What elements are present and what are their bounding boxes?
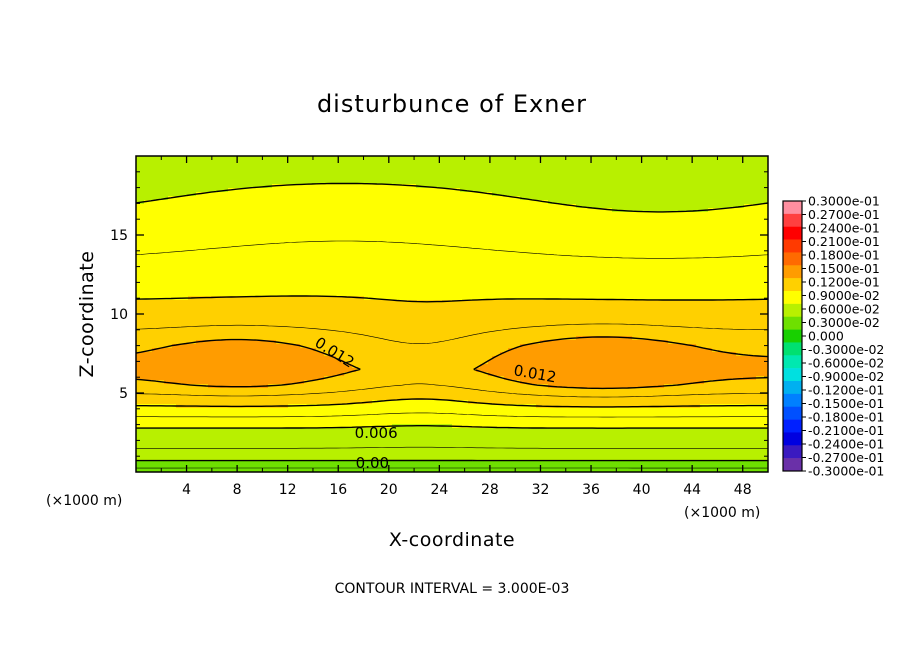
contour-line [136,182,768,429]
colorbar-label: 0.1500e-01 [808,261,880,276]
colorbar-swatch [783,252,802,266]
contour-line [136,323,768,398]
colorbar-label: 0.1800e-01 [808,248,880,263]
colorbar-swatch [783,445,802,459]
colorbar-label: 0.9000e-02 [808,288,880,303]
contour-line [136,295,768,408]
colorbar: 0.3000e-010.2700e-010.2400e-010.2100e-01… [782,194,884,479]
colorbar-swatch [783,368,802,382]
y-axis-title: Z-coordinate [76,251,98,378]
colorbar-swatch [783,342,802,356]
x-tick-label: 44 [683,482,701,498]
x-axis-title: X-coordinate [389,529,515,551]
x-tick-label: 32 [532,482,550,498]
contour-interval-note: CONTOUR INTERVAL = 3.000E-03 [335,581,570,597]
x-tick-label: 8 [233,482,242,498]
x-axis-ticks: 4 8 12 16 20 24 28 32 36 40 44 48 [160,156,752,498]
colorbar-label: 0.6000e-02 [808,302,880,317]
colorbar-swatch [783,419,802,433]
colorbar-label: -0.1500e-01 [808,396,884,411]
colorbar-label: 0.1200e-01 [808,275,880,290]
colorbar-label: -0.6000e-02 [808,356,884,371]
x-tick-label: 28 [481,482,499,498]
x-tick-label: 16 [329,482,347,498]
colorbar-label: -0.2100e-01 [808,423,884,438]
colorbar-swatch [783,265,802,279]
x-tick-label: 12 [279,482,297,498]
colorbar-swatch [783,329,802,343]
colorbar-label: 0.2400e-01 [808,221,880,236]
contour-line [136,336,768,390]
contour-lines [136,182,768,469]
x-tick-label: 48 [734,482,752,498]
colorbar-label: 0.000 [808,329,844,344]
x-tick-label: 24 [430,482,448,498]
colorbar-swatch [783,278,802,292]
colorbar-label: 0.2700e-01 [808,207,880,222]
colorbar-swatch [783,393,802,408]
x-tick-label: 36 [582,482,600,498]
y-tick-label: 15 [110,228,128,244]
x-tick-label: 20 [380,482,398,498]
colorbar-swatch [783,226,802,240]
colorbar-swatch [783,303,802,318]
x-axis-unit: (×1000 m) [684,505,760,521]
colorbar-swatch [783,406,802,420]
colorbar-swatch [783,381,802,395]
y-tick-label: 10 [110,307,128,323]
colorbar-swatch [783,432,802,446]
colorbar-label: -0.2700e-01 [808,450,884,465]
colorbar-swatch [783,213,802,228]
colorbar-label: 0.2100e-01 [808,234,880,249]
y-axis-ticks: 5 10 15 [110,171,768,457]
colorbar-label: -0.2400e-01 [808,437,884,452]
colorbar-label: -0.3000e-01 [808,464,884,479]
colorbar-swatch [783,201,802,215]
contour-line [136,240,768,418]
colorbar-swatch [783,458,802,472]
y-tick-label: 5 [119,386,128,402]
colorbar-label: -0.1800e-01 [808,410,884,425]
colorbar-swatch [783,316,802,330]
z-axis-unit: (×1000 m) [46,493,122,509]
colorbar-swatch [783,239,802,253]
contour-line [136,446,768,449]
colorbar-label: 0.3000e-02 [808,315,880,330]
colorbar-swatch [783,355,802,369]
chart-title: disturbunce of Exner [317,90,587,118]
colorbar-swatch [783,291,802,305]
contour-label: 0.006 [355,424,398,442]
colorbar-label: -0.9000e-02 [808,369,884,384]
colorbar-label: -0.3000e-02 [808,342,884,357]
x-tick-label: 40 [633,482,651,498]
x-tick-label: 4 [182,482,191,498]
contour-field [136,156,768,472]
colorbar-label: -0.1200e-01 [808,383,884,398]
contour-label: 0.00 [356,454,389,472]
colorbar-label: 0.3000e-01 [808,194,880,209]
